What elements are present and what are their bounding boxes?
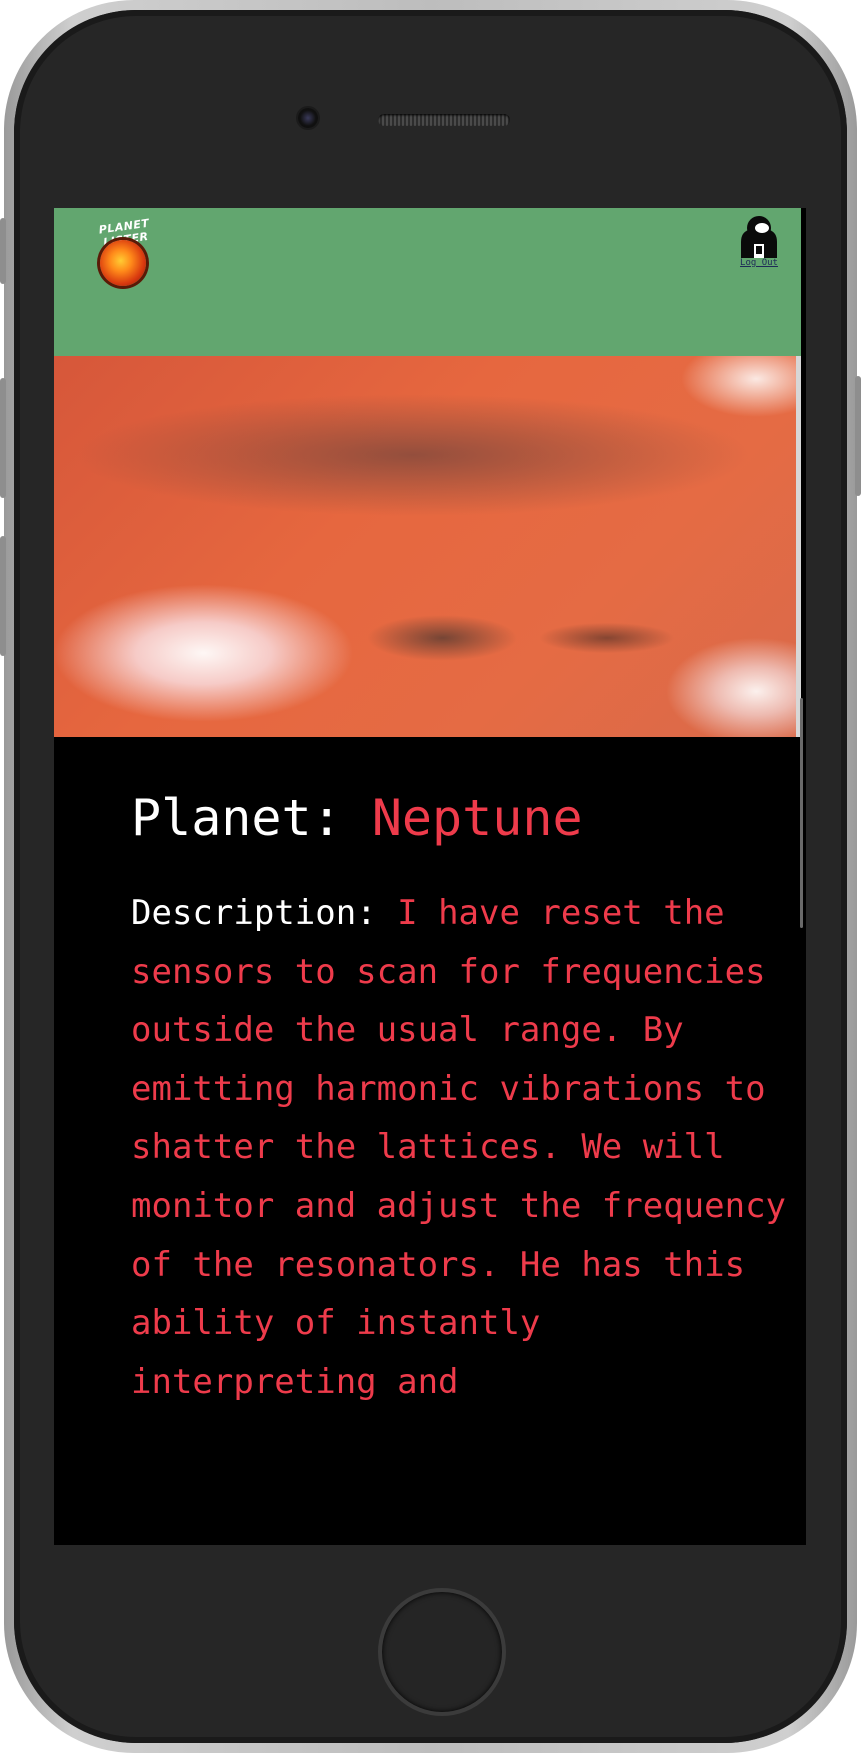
power-button <box>855 376 861 496</box>
planet-label: Planet: <box>131 789 342 847</box>
planet-limb <box>54 356 801 737</box>
planet-details: Planet: Neptune Description: I have rese… <box>131 788 801 1411</box>
home-button[interactable] <box>378 1588 506 1716</box>
planet-description: Description: I have reset the sensors to… <box>131 884 801 1411</box>
description-label: Description: <box>131 893 377 933</box>
app-header: PLANET LISTER Log Out <box>54 208 801 356</box>
planet-name: Neptune <box>372 789 583 847</box>
earpiece-speaker <box>378 114 510 126</box>
image-edge <box>796 356 801 737</box>
description-text: I have reset the sensors to scan for fre… <box>131 893 786 1402</box>
planet-image <box>54 356 801 737</box>
logout-link[interactable]: Log Out <box>729 258 789 268</box>
volume-down-button <box>0 536 6 656</box>
app-screen: PLANET LISTER Log Out Planet: Neptune De… <box>54 208 806 1545</box>
front-camera <box>298 108 318 128</box>
planet-title: Planet: Neptune <box>131 788 801 848</box>
user-menu: Log Out <box>729 212 789 268</box>
sun-logo-icon <box>100 240 146 286</box>
mute-switch <box>0 218 6 284</box>
volume-up-button <box>0 378 6 498</box>
astronaut-icon[interactable] <box>735 212 783 260</box>
app-logo[interactable]: PLANET LISTER <box>80 216 170 282</box>
